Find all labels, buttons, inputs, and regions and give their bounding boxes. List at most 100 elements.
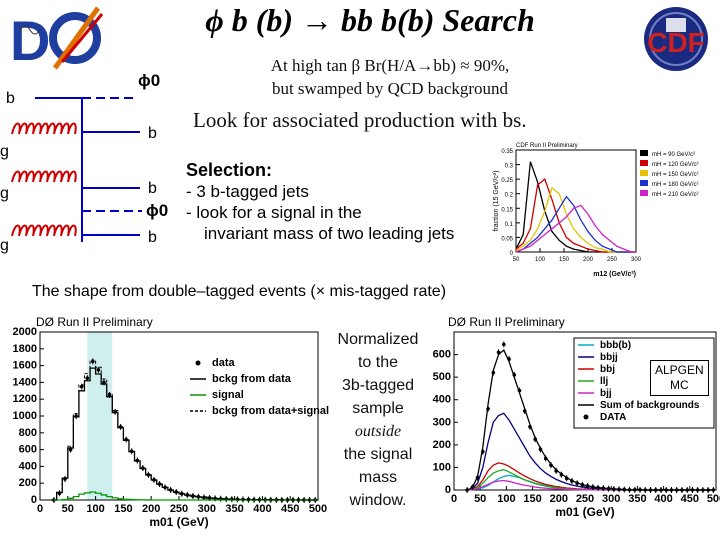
y-tick-label: 0 [31,494,37,506]
shape-text: The shape from double–tagged events (× m… [32,283,447,300]
normalized-line-5: outside [326,420,430,443]
alpgen-line-2: MC [670,378,689,392]
gluon-1 [11,122,77,135]
y-tick-label: 0 [445,484,451,496]
series-line [515,186,636,253]
normalized-line-2: to the [357,354,399,371]
x-tick-label: 300 [198,503,216,515]
x-tick-label: 100 [497,493,515,505]
svg-text:CDF: CDF [647,27,705,58]
y-tick-label: 0 [510,251,514,257]
legend-box [186,356,310,426]
alpgen-line-1: ALPGEN [655,363,704,377]
b-label-1: b [148,125,157,142]
y-tick-label: 1200 [13,393,37,405]
x-tick-label: 150 [523,493,541,505]
phi-label-bottom: ϕ0 [146,201,168,220]
y-tick-label: 400 [19,460,37,472]
intro-line-2: but swamped by QCD background [271,79,509,98]
intro-line-1: At high tan β Br(H/A→bb) ≈ 90%, [270,56,510,75]
series-line [515,204,636,253]
legend-swatch [640,190,648,196]
legend-label: bjj [600,388,612,399]
x-tick-label: 150 [559,257,570,263]
x-tick-label: 50 [513,257,520,263]
legend-swatch [640,170,648,176]
g-label-2: g [0,185,9,202]
x-tick-label: 350 [628,493,646,505]
x-tick-label: 450 [681,493,699,505]
x-tick-label: 300 [631,257,642,263]
y-tick-label: 0.1 [505,222,514,228]
legend-label: bbb(b) [600,340,631,351]
y-tick-label: 0.2 [505,193,514,199]
y-tick-label: 0.25 [501,178,513,184]
legend-swatch [640,160,648,166]
legend-label: bbj [600,364,615,375]
selection-heading: Selection: [186,160,273,180]
svg-text:D: D [10,9,50,72]
d0-mass-chart-right: 0 50 100 150 200 250 300 350 400 450 500 0 100 200 300… [433,315,720,519]
y-tick-label: 2000 [13,326,37,338]
signal-window-band [87,332,113,500]
legend-label: mH = 90 GeV/c² [652,152,695,158]
selection-item-3: invariant mass of two leading jets [204,224,455,243]
normalized-line-6: the signal [343,446,413,463]
g-label-3: g [0,237,9,254]
d0-mass-chart-left: 0 50 100 150 200 250 300 350 400 450 500 0 200 400 600… [13,315,330,529]
y-tick-label: 1800 [13,343,37,355]
legend-marker [195,360,201,366]
selection-block: Selection: - 3 b-tagged jets - look for … [186,160,454,244]
chart-title: DØ Run II Preliminary [448,315,565,329]
b-label-2: b [148,180,157,197]
x-tick-label: 500 [707,493,720,505]
selection-item-2: - look for a signal in the [186,203,362,222]
gluon-3 [11,224,77,237]
cdf-mass-chart: 50 100 150 200 250 300 0 0.05 0.1 0.15 0.2 0.25 0.3 0… [493,143,699,278]
plot-frame [515,149,637,253]
y-tick-label: 0.3 [505,164,514,170]
x-tick-label: 50 [62,503,74,515]
legend-label: mH = 120 GeV/c² [652,162,699,168]
legend-label: bbjj [600,352,618,363]
chart-title: DØ Run II Preliminary [36,315,153,329]
legend-marker [583,414,589,420]
y-tick-label: 200 [433,439,451,451]
normalized-line-7: mass [358,469,398,486]
phi-label-top: ϕ0 [138,71,160,90]
x-tick-label: 100 [86,503,104,515]
y-tick-label: 400 [433,394,451,406]
y-tick-label: 500 [433,371,451,383]
x-tick-label: 450 [281,503,299,515]
page-title: ϕ b (b) → bb b(b) Search [205,2,535,38]
x-axis-label: m12 (GeV/c²) [593,271,636,278]
x-tick-label: 400 [253,503,271,515]
y-tick-label: 800 [19,427,37,439]
x-tick-label: 100 [535,257,546,263]
y-tick-label: 1000 [13,410,37,422]
x-tick-label: 500 [309,503,327,515]
chart-title: CDF Run II Preliminary [516,143,578,149]
normalized-line-1: Normalized [337,331,419,348]
selection-item-1: - 3 b-tagged jets [186,182,309,201]
d0-logo: D [8,6,104,72]
normalized-line-3: 3b-tagged [341,377,415,394]
legend-label: signal [212,389,244,401]
y-tick-label: 0.35 [501,149,513,155]
normalized-note: Normalized to the 3b-tagged sample outsi… [326,328,430,512]
x-tick-label: 250 [576,493,594,505]
g-label-1: g [0,143,9,160]
normalized-outside: outside [354,423,402,440]
b-label-3: b [148,229,157,246]
legend-swatch [640,150,648,156]
legend-label: mH = 210 GeV/c² [652,192,699,198]
x-tick-label: 300 [602,493,620,505]
legend-label: bckg from data [212,373,292,385]
gluon-2 [11,170,77,183]
legend-label: mH = 180 GeV/c² [652,182,699,188]
legend-label: DATA [600,412,626,423]
y-tick-label: 300 [433,416,451,428]
x-tick-label: 200 [142,503,160,515]
x-tick-label: 250 [607,257,618,263]
b-label-left: b [6,90,15,107]
